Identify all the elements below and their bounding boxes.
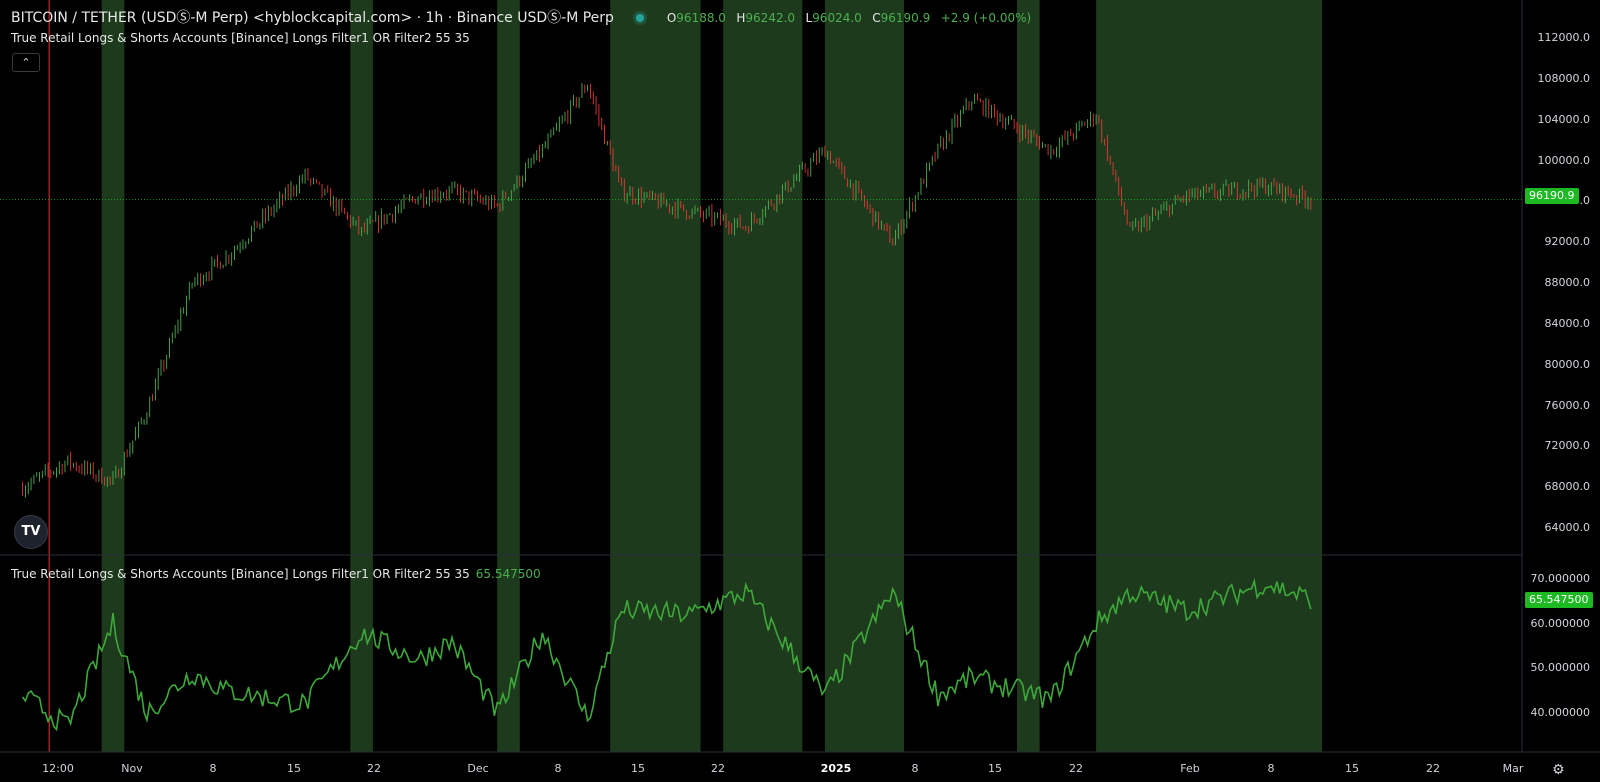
time-axis-label: 22: [711, 762, 725, 775]
indicator-axis-label: 60.000000: [1530, 616, 1591, 630]
price-axis-label: 108000.0: [1537, 71, 1591, 85]
open-value: 96188.0: [676, 11, 726, 25]
highlight-band-3: [610, 0, 701, 752]
high-label: H: [736, 11, 746, 25]
time-axis-label: 8: [209, 762, 217, 775]
price-axis-label: 112000.0: [1537, 31, 1591, 44]
collapse-indicators-button[interactable]: ⌃: [12, 53, 40, 72]
time-axis-label: Mar: [1502, 762, 1524, 775]
price-axis-label: 104000.0: [1537, 112, 1591, 126]
high-value: 96242.0: [745, 11, 796, 25]
highlight-band-7: [1096, 0, 1323, 752]
time-axis-label: 15: [988, 762, 1002, 775]
time-axis-label: 8: [911, 762, 919, 775]
price-axis-label: 92000.0: [1544, 235, 1591, 249]
time-axis-label: 12:00: [42, 762, 74, 775]
highlight-band-2: [497, 0, 520, 752]
highlight-band-0: [101, 0, 125, 752]
low-label: L: [805, 11, 813, 25]
indicator-axis-label: 40.000000: [1530, 706, 1591, 719]
change-value: +2.9 (+0.00%): [940, 11, 1032, 25]
price-axis-label: 80000.0: [1544, 357, 1591, 371]
time-axis-label: 22: [367, 762, 381, 775]
chart-header: BITCOIN / TETHER (USDⓈ-M Perp) <hyblockc…: [11, 7, 1031, 27]
time-axis-label: 15: [1345, 762, 1359, 775]
close-label: C: [872, 11, 881, 25]
chevron-up-icon: ⌃: [21, 56, 31, 69]
last-price-label: 96190.9: [1525, 188, 1579, 204]
price-axis-label: 88000.0: [1544, 276, 1591, 289]
close-value: 96190.9: [880, 11, 931, 25]
highlight-band-6: [1017, 0, 1040, 752]
time-axis-label: Feb: [1180, 762, 1200, 775]
price-axis-label: 64000.0: [1544, 521, 1591, 534]
highlight-band-1: [350, 0, 373, 752]
tradingview-logo-icon[interactable]: TV: [14, 515, 48, 549]
highlight-band-4: [723, 0, 803, 752]
indicator-line: [21, 577, 1312, 732]
time-axis-label: 15: [631, 762, 645, 775]
time-axis-label: 22: [1426, 762, 1440, 775]
time-axis-label: 8: [1267, 762, 1275, 775]
market-status-icon: [636, 13, 645, 22]
low-value: 96024.0: [812, 11, 862, 25]
lower-indicator-value: 65.547500: [475, 567, 541, 581]
price-axis-label: 84000.0: [1544, 316, 1591, 330]
time-axis-label: Nov: [121, 762, 143, 775]
price-axis-label: 76000.0: [1544, 398, 1591, 412]
indicator-axis-label: 70.000000: [1530, 572, 1591, 585]
lower-indicator-legend[interactable]: True Retail Longs & Shorts Accounts [Bin…: [11, 567, 541, 581]
time-axis-label: Dec: [467, 762, 489, 775]
price-axis-label: 100000.0: [1537, 153, 1591, 167]
gear-icon[interactable]: ⚙: [1552, 762, 1565, 778]
price-axis-label: 72000.0: [1544, 439, 1591, 453]
symbol-title[interactable]: BITCOIN / TETHER (USDⓈ-M Perp) <hyblockc…: [11, 10, 614, 26]
price-candles: [22, 83, 1312, 498]
main-indicator-title[interactable]: True Retail Longs & Shorts Accounts [Bin…: [11, 31, 470, 45]
time-axis-label: 22: [1069, 762, 1083, 775]
time-axis-label: 2025: [820, 762, 852, 775]
price-axis-label: 68000.0: [1544, 480, 1591, 494]
time-axis-label: 8: [554, 762, 562, 775]
highlight-band-5: [824, 0, 904, 752]
last-indicator-label: 65.547500: [1525, 592, 1593, 608]
indicator-axis-label: 50.000000: [1530, 661, 1591, 675]
open-label: O: [666, 11, 677, 25]
time-axis-label: 15: [287, 762, 301, 775]
lower-indicator-title: True Retail Longs & Shorts Accounts [Bin…: [11, 567, 470, 581]
